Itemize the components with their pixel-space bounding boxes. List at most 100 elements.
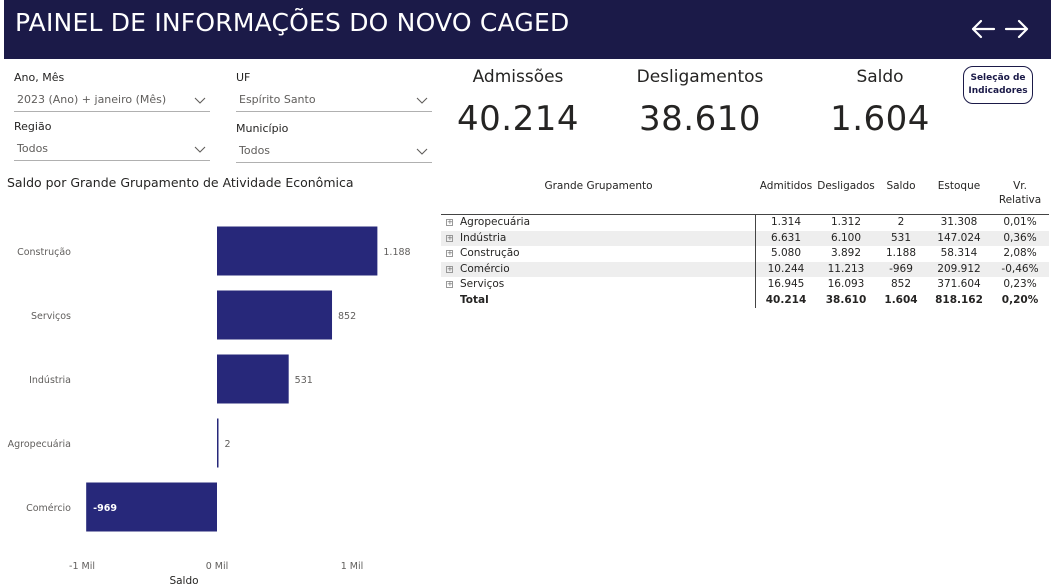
total-vr: 0,20% <box>1001 294 1039 306</box>
slicer-label: Município <box>236 122 289 135</box>
total-estoque: 818.162 <box>935 294 983 306</box>
arrow-left-icon[interactable] <box>968 14 998 44</box>
expand-icon[interactable]: + <box>446 249 453 258</box>
uf-dropdown[interactable]: Espírito Santo <box>236 91 432 112</box>
table-row: + Construção 5.080 3.892 1.188 58.314 2,08% <box>441 246 1049 262</box>
slicer-municipio: Município Todos <box>236 121 432 163</box>
table-row: + Comércio 10.244 11.213 -969 209.912 -0,46% <box>441 261 1049 278</box>
button-line: Seleção de <box>970 73 1026 83</box>
expand-icon[interactable]: + <box>446 233 453 242</box>
cell-saldo: 2 <box>897 216 905 228</box>
cell-vr: -0,46% <box>1001 262 1039 275</box>
category-label: Construção <box>17 247 71 258</box>
row-name: Agropecuária <box>460 216 531 228</box>
button-line: Indicadores <box>968 86 1028 96</box>
cell-desligados: 11.213 <box>827 262 865 275</box>
kpi-value: 40.214 <box>457 99 579 139</box>
dropdown-value: Todos <box>239 144 271 157</box>
row-name: Total <box>460 294 489 306</box>
table-row: + Indústria 6.631 6.100 531 147.024 0,36% <box>441 230 1049 247</box>
data-label: 852 <box>338 311 356 322</box>
bar <box>217 418 219 468</box>
data-label: 1.188 <box>383 247 410 258</box>
header-saldo[interactable]: Saldo <box>886 180 916 192</box>
bar <box>217 290 333 340</box>
total-admitidos: 40.214 <box>765 294 807 306</box>
cell-saldo: 852 <box>890 278 912 291</box>
cell-estoque: 58.314 <box>940 247 978 260</box>
regiao-dropdown[interactable]: Todos <box>14 140 210 161</box>
row-name: Indústria <box>460 231 507 244</box>
table-row: + Serviços 16.945 16.093 852 371.604 0,23% <box>441 277 1049 293</box>
header-desligados[interactable]: Desligados <box>817 180 875 192</box>
cell-admitidos: 10.244 <box>767 262 805 275</box>
bar <box>217 354 289 404</box>
chevron-down-icon <box>416 97 428 104</box>
cell-admitidos: 1.314 <box>770 216 802 228</box>
kpi-desligamentos: Desligamentos 38.610 <box>620 66 780 139</box>
expand-icon[interactable]: + <box>446 264 453 273</box>
x-tick-label: 0 Mil <box>206 561 229 572</box>
data-label: 531 <box>295 375 313 386</box>
cell-vr: 0,01% <box>1003 216 1037 228</box>
expand-icon[interactable]: + <box>446 218 453 226</box>
expand-icon[interactable]: + <box>446 280 453 289</box>
category-label: Indústria <box>29 375 71 386</box>
row-name: Construção <box>460 247 520 260</box>
bar <box>217 226 378 276</box>
chevron-down-icon <box>194 97 206 104</box>
x-axis-title: Saldo <box>169 575 198 587</box>
slicer-ano-mes: Ano, Mês 2023 (Ano) + janeiro (Mês) <box>14 70 210 112</box>
cell-saldo: 1.188 <box>885 247 917 260</box>
kpi-label: Saldo <box>856 67 904 87</box>
x-tick-label: 1 Mil <box>341 561 364 572</box>
chart-title: Saldo por Grande Grupamento de Atividade… <box>7 175 354 190</box>
x-tick-label: -1 Mil <box>69 561 95 572</box>
total-row: Total 40.214 38.610 1.604 818.162 0,20% <box>441 293 1049 309</box>
slicer-label: UF <box>236 71 251 84</box>
row-name: Comércio <box>460 262 510 275</box>
category-label: Agropecuária <box>8 439 71 450</box>
kpi-value: 1.604 <box>830 99 930 139</box>
cell-estoque: 209.912 <box>937 262 981 275</box>
slicer-label: Ano, Mês <box>14 71 65 84</box>
cell-admitidos: 16.945 <box>767 278 805 291</box>
cell-estoque: 147.024 <box>937 231 981 244</box>
category-label: Comércio <box>26 503 71 514</box>
total-saldo: 1.604 <box>884 294 918 306</box>
slicer-label: Região <box>14 120 52 133</box>
dropdown-value: Todos <box>17 142 49 155</box>
dropdown-value: Espírito Santo <box>239 93 316 106</box>
cell-saldo: 531 <box>890 231 912 244</box>
municipio-dropdown[interactable]: Todos <box>236 142 432 163</box>
arrow-right-icon[interactable] <box>1002 14 1032 44</box>
header-admitidos[interactable]: Admitidos <box>759 180 813 192</box>
header-estoque[interactable]: Estoque <box>937 180 981 192</box>
category-label: Serviços <box>31 311 71 322</box>
chevron-down-icon <box>416 148 428 155</box>
page-title: PAINEL DE INFORMAÇÕES DO NOVO CAGED <box>15 8 570 37</box>
ano-mes-dropdown[interactable]: 2023 (Ano) + janeiro (Mês) <box>14 91 210 112</box>
header-vr-relativa[interactable]: Vr. Relativa <box>994 179 1046 207</box>
matrix-header: Grande Grupamento Admitidos Desligados S… <box>441 177 1049 215</box>
cell-desligados: 16.093 <box>827 278 865 291</box>
header-vr-line1: Vr. <box>1013 180 1027 192</box>
cell-admitidos: 6.631 <box>770 231 802 244</box>
slicer-uf: UF Espírito Santo <box>236 70 432 112</box>
header-grupo[interactable]: Grande Grupamento <box>544 180 653 192</box>
column-divider <box>755 214 756 308</box>
cell-desligados: 3.892 <box>830 247 862 260</box>
cell-saldo: -969 <box>889 262 913 275</box>
cell-desligados: 6.100 <box>830 231 862 244</box>
kpi-label: Desligamentos <box>636 67 764 87</box>
cell-vr: 0,23% <box>1003 278 1037 291</box>
table-row: + Agropecuária 1.314 1.312 2 31.308 0,01% <box>441 215 1049 231</box>
cell-estoque: 31.308 <box>940 216 978 228</box>
selecao-indicadores-button[interactable]: Seleção de Indicadores <box>963 66 1033 104</box>
row-name: Serviços <box>460 278 505 291</box>
header-vr-line2: Relativa <box>998 194 1042 206</box>
saldo-bar-chart: Construção 1.188 Serviços 852 Indústria 531 Ag… <box>8 226 411 587</box>
cell-vr: 2,08% <box>1003 247 1037 260</box>
bar <box>86 482 217 532</box>
data-label: 2 <box>225 439 231 450</box>
